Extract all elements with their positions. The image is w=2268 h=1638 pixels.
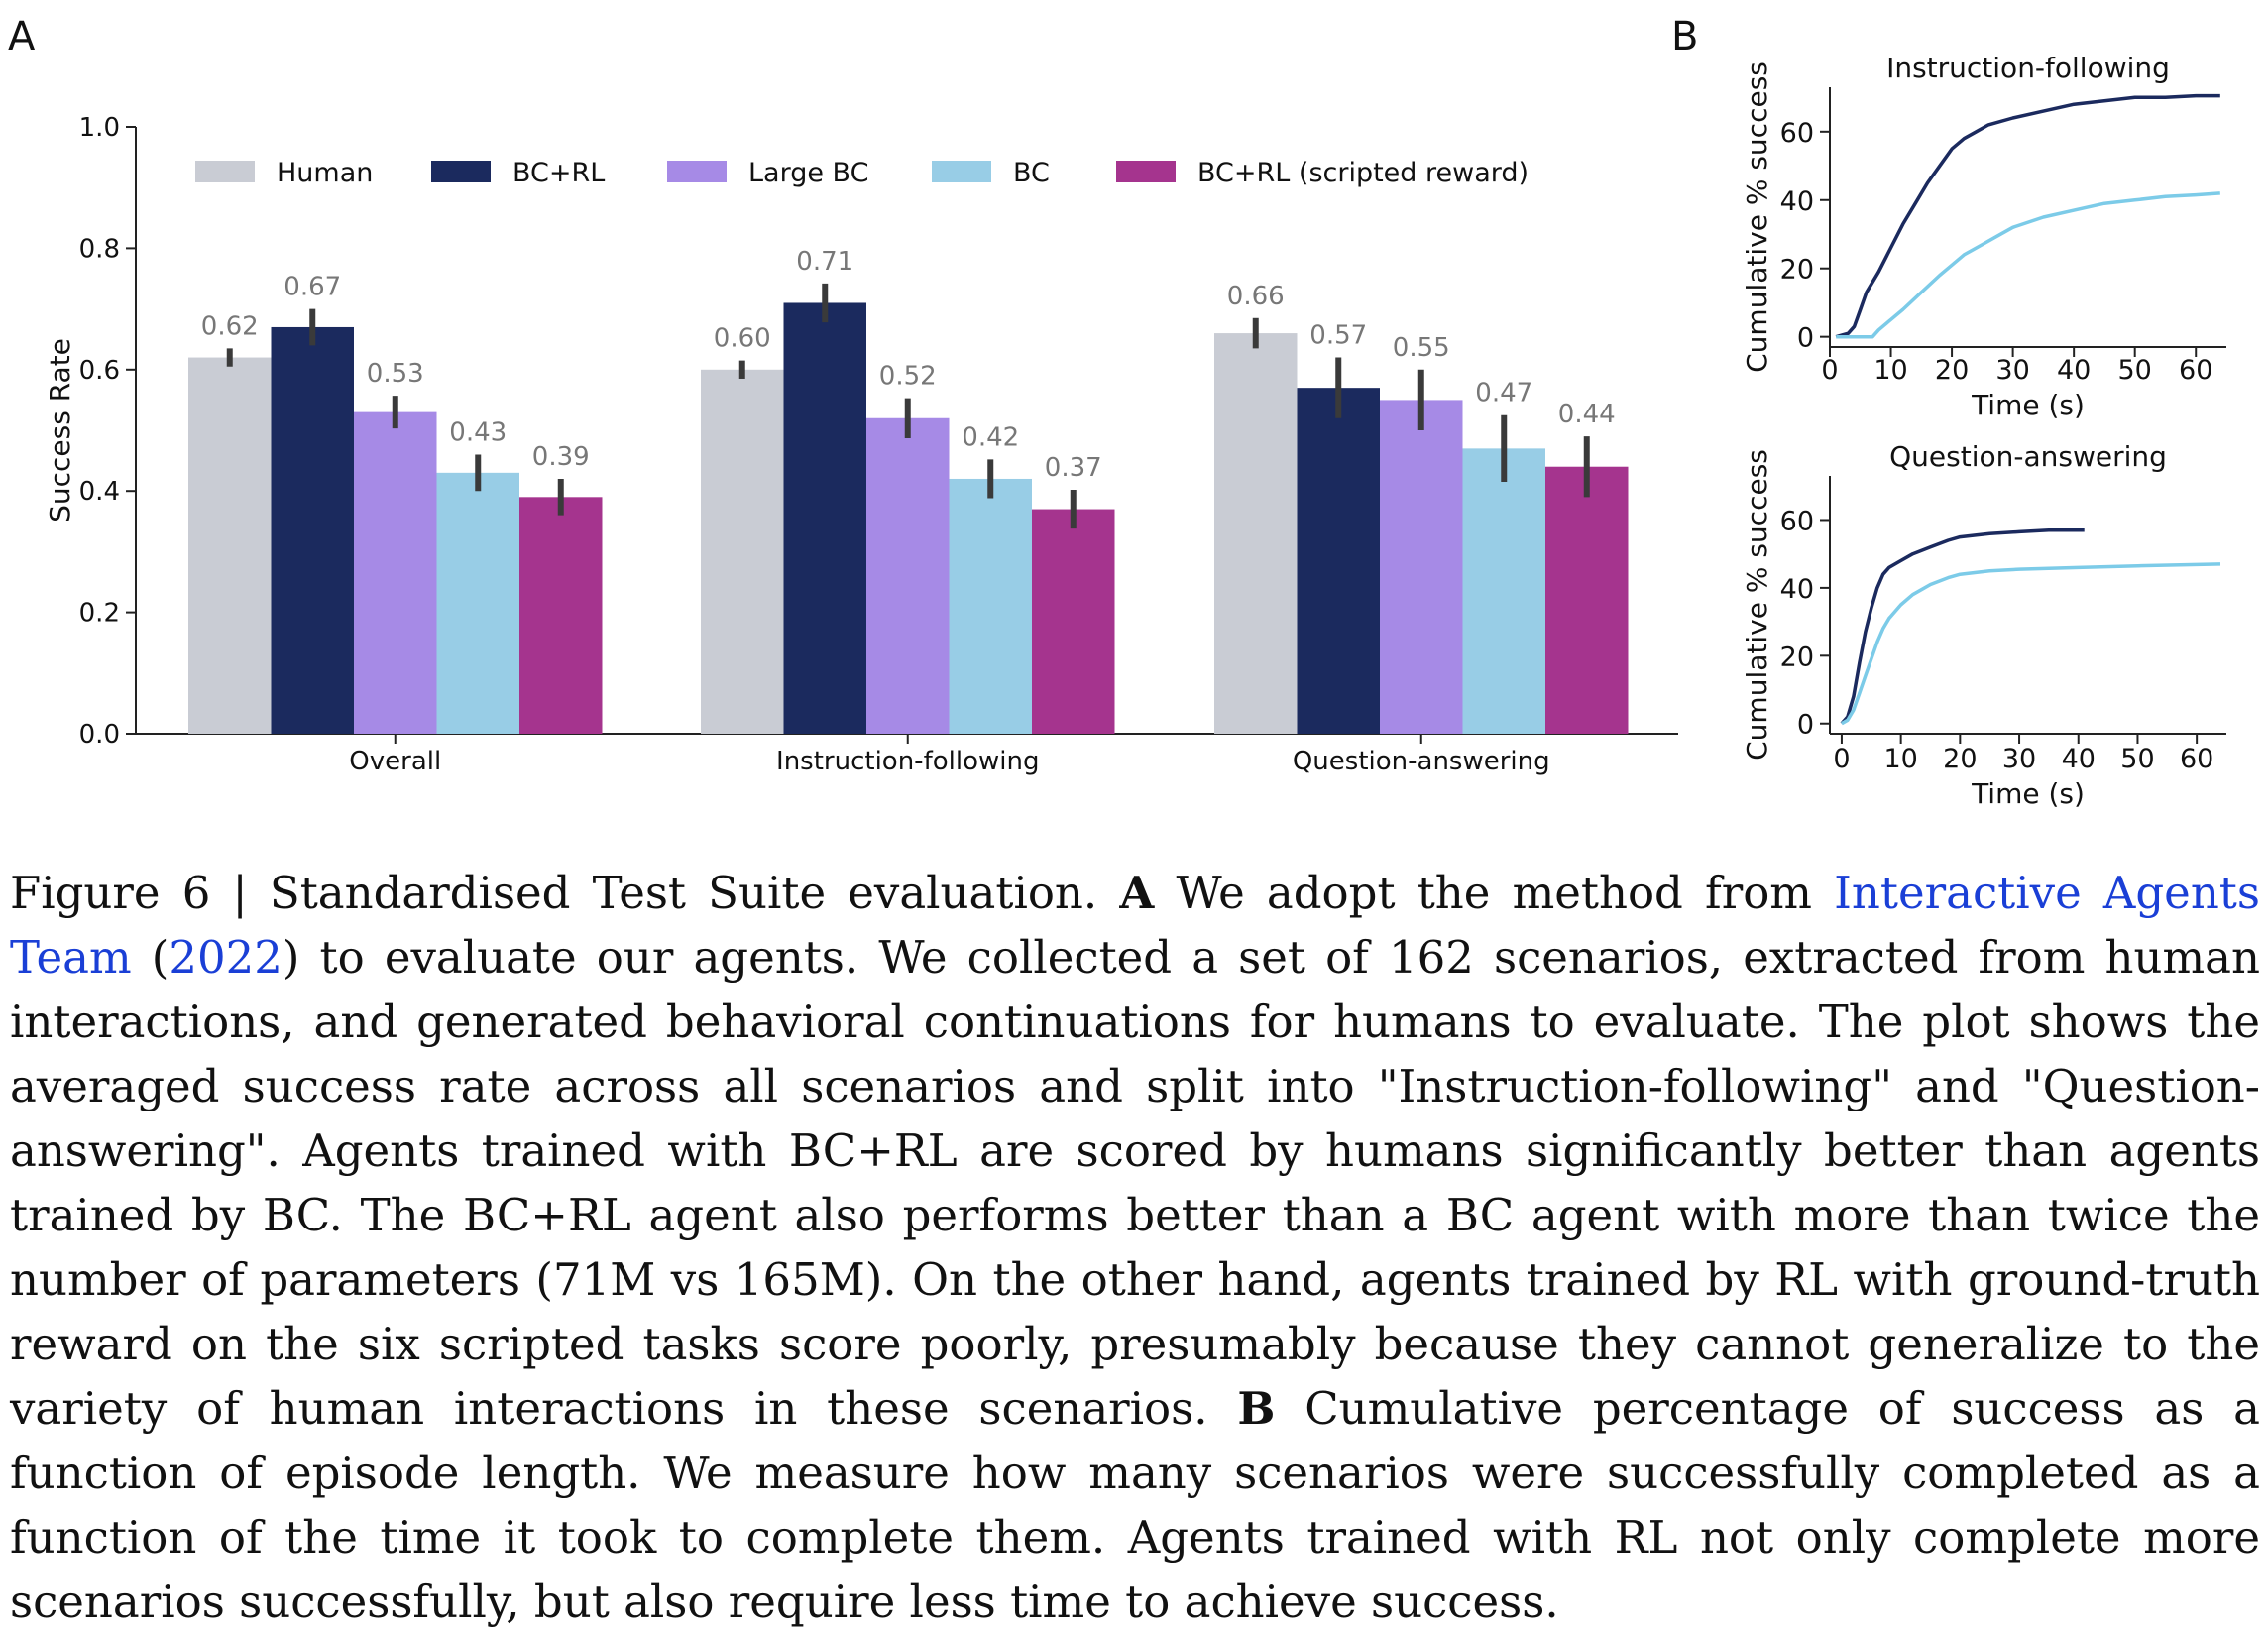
bar-value-label: 0.52 xyxy=(879,362,937,392)
series-line xyxy=(1835,93,2220,339)
bar-value-label: 0.66 xyxy=(1227,282,1285,311)
legend-swatch xyxy=(932,161,991,182)
legend-swatch xyxy=(667,161,727,182)
bar-value-label: 0.44 xyxy=(1558,400,1616,429)
bar xyxy=(436,472,519,734)
bar-value-label: 0.57 xyxy=(1309,321,1367,351)
bar-value-label: 0.53 xyxy=(367,359,424,389)
panel-b-letter: B xyxy=(1671,14,1698,59)
y-axis-label: Success Rate xyxy=(44,338,76,523)
bar xyxy=(1297,388,1380,734)
bar-value-label: 0.39 xyxy=(532,442,590,472)
x-tick-label: Question-answering xyxy=(1293,747,1550,776)
line-chart-question-answering: 0 20 40 60 0 10 20 30 40 50 60 Question-answering Ti… xyxy=(1741,440,2226,810)
y-axis-label: Cumulative % success xyxy=(1741,61,1773,373)
y-tick-label: 40 xyxy=(1780,186,1814,217)
y-tick-label: 0.6 xyxy=(79,356,120,386)
panel-a-letter: A xyxy=(8,14,36,59)
caption-text-1: We adopt the method from xyxy=(1154,867,1835,919)
bar-value-label: 0.55 xyxy=(1393,333,1450,363)
legend-label: BC+RL xyxy=(512,158,605,188)
bar-value-label: 0.43 xyxy=(449,417,507,447)
x-tick-label: 0 xyxy=(1821,355,1838,386)
legend-swatch xyxy=(1116,161,1176,182)
citation-link-authors[interactable]: Interactive Agents Team xyxy=(10,867,2260,984)
x-tick-label: 10 xyxy=(1883,744,1917,774)
bar xyxy=(354,411,437,734)
x-tick-label: 60 xyxy=(2179,355,2212,386)
bar-value-label: 0.42 xyxy=(962,422,1019,452)
series-line xyxy=(1840,527,2085,725)
bar xyxy=(1032,509,1115,734)
y-tick-label: 0.8 xyxy=(79,234,120,264)
x-tick-label: 30 xyxy=(2002,744,2036,774)
y-tick-label: 1.0 xyxy=(79,113,120,143)
bar xyxy=(1545,466,1629,734)
bar xyxy=(1214,333,1298,734)
y-tick-label: 0 xyxy=(1797,710,1814,741)
legend-swatch xyxy=(431,161,491,182)
y-tick-label: 20 xyxy=(1780,642,1814,672)
bar xyxy=(188,357,272,734)
x-tick-label: 60 xyxy=(2180,744,2213,774)
y-tick-label: 0.4 xyxy=(79,477,120,507)
chart-title: Question-answering xyxy=(1889,440,2167,473)
x-tick-label: 40 xyxy=(2062,744,2096,774)
caption-panel-b: B xyxy=(1237,1382,1276,1435)
x-tick-label: 20 xyxy=(1935,355,1969,386)
x-axis-label: Time (s) xyxy=(1971,777,2085,810)
legend-label: BC xyxy=(1013,158,1050,188)
caption-text-4: Cumulative percentage of success as a fu… xyxy=(10,1382,2260,1628)
y-tick-label: 60 xyxy=(1780,506,1814,536)
citation-link-year[interactable]: 2022 xyxy=(169,931,283,984)
bar xyxy=(519,497,603,734)
x-tick-label: 40 xyxy=(2057,355,2091,386)
series-line xyxy=(1841,562,2221,726)
chart-title: Instruction-following xyxy=(1886,52,2170,84)
bar-value-label: 0.67 xyxy=(284,273,341,302)
line-chart-instruction-following: 0 20 40 60 0 10 20 30 40 50 60 Instruction-followin… xyxy=(1741,52,2226,421)
bar xyxy=(1380,400,1463,734)
y-tick-label: 40 xyxy=(1780,574,1814,605)
y-tick-label: 0 xyxy=(1797,323,1814,354)
x-tick-label: 50 xyxy=(2118,355,2152,386)
bar-value-label: 0.71 xyxy=(796,247,853,277)
bar xyxy=(701,369,784,734)
caption-panel-a: A xyxy=(1119,867,1155,919)
y-tick-label: 0.0 xyxy=(79,720,120,750)
bar xyxy=(866,417,950,734)
legend-swatch xyxy=(195,161,255,182)
legend-label: BC+RL (scripted reward) xyxy=(1197,158,1529,188)
y-tick-label: 60 xyxy=(1780,118,1814,149)
x-axis-label: Time (s) xyxy=(1971,389,2085,421)
x-tick-label: 50 xyxy=(2120,744,2154,774)
y-tick-label: 0.2 xyxy=(79,599,120,629)
figure-caption: Figure 6 | Standardised Test Suite evalu… xyxy=(10,861,2260,1634)
caption-figure-label: Figure 6 | Standardised Test Suite evalu… xyxy=(10,867,1120,919)
bar-value-label: 0.60 xyxy=(714,324,771,354)
caption-text-3: ) to evaluate our agents. We collected a… xyxy=(10,931,2260,1435)
y-tick-label: 20 xyxy=(1780,255,1814,286)
x-tick-label: Instruction-following xyxy=(776,747,1039,776)
bar-value-label: 0.47 xyxy=(1475,379,1532,409)
caption-text-2: ( xyxy=(131,931,170,984)
x-tick-label: 10 xyxy=(1873,355,1907,386)
bar xyxy=(271,326,354,734)
x-tick-label: Overall xyxy=(349,747,441,776)
bar-value-label: 0.37 xyxy=(1045,453,1102,483)
legend-label: Large BC xyxy=(748,158,868,188)
x-tick-label: 20 xyxy=(1943,744,1977,774)
x-tick-label: 0 xyxy=(1833,744,1850,774)
bar xyxy=(1462,448,1545,734)
x-tick-label: 30 xyxy=(1995,355,2029,386)
bar xyxy=(783,302,866,734)
bar-value-label: 0.62 xyxy=(201,311,259,341)
y-axis-label: Cumulative % success xyxy=(1741,449,1773,760)
bar-chart-success-rate: 0.0 0.2 0.4 0.6 0.8 1.0 Success Rate 0.62 0.67 0.… xyxy=(44,113,1678,776)
series-line xyxy=(1836,191,2220,339)
legend-label: Human xyxy=(277,158,373,188)
bar xyxy=(949,478,1032,734)
